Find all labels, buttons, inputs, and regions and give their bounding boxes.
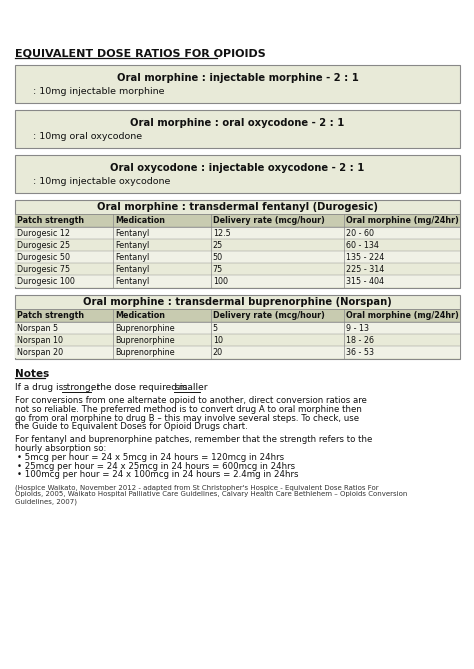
Bar [15,295,460,359]
Text: Buprenorphine: Buprenorphine [115,336,174,345]
Text: Norspan 10: Norspan 10 [17,336,63,345]
Text: Oral morphine (mg/24hr): Oral morphine (mg/24hr) [346,216,459,225]
Text: 50: 50 [213,253,223,262]
Text: Oral morphine : injectable morphine - 2 : 1: Oral morphine : injectable morphine - 2 … [117,73,358,83]
Text: Medication: Medication [115,311,165,320]
Text: Opioids, 2005, Waikato Hospital Palliative Care Guidelines, Calvary Health Care : Opioids, 2005, Waikato Hospital Palliati… [15,492,407,497]
Text: Fentanyl: Fentanyl [115,241,149,250]
Text: If a drug is: If a drug is [15,383,66,392]
Text: Buprenorphine: Buprenorphine [115,324,174,333]
Text: Oral morphine (mg/24hr): Oral morphine (mg/24hr) [346,311,459,320]
Bar [15,200,460,288]
Text: : 10mg injectable morphine: : 10mg injectable morphine [33,87,164,96]
Text: Norspan 20: Norspan 20 [17,348,63,357]
Text: 25: 25 [213,241,223,250]
Text: Oral oxycodone : injectable oxycodone - 2 : 1: Oral oxycodone : injectable oxycodone - … [110,163,365,173]
Bar [15,322,460,334]
Text: 100: 100 [213,277,228,286]
Text: Fentanyl: Fentanyl [115,253,149,262]
Bar [15,263,460,275]
Text: Durogesic 50: Durogesic 50 [17,253,70,262]
Text: 10: 10 [213,336,223,345]
Text: Patch strength: Patch strength [17,216,84,225]
Text: Fentanyl: Fentanyl [115,229,149,238]
Text: stronger: stronger [62,383,100,392]
Bar [15,214,460,227]
Text: 18 - 26: 18 - 26 [346,336,374,345]
Text: For fentanyl and buprenorphine patches, remember that the strength refers to the: For fentanyl and buprenorphine patches, … [15,436,373,444]
Text: 225 - 314: 225 - 314 [346,265,384,274]
Text: EQUIVALENT DOSE RATIOS FOR OPIOIDS: EQUIVALENT DOSE RATIOS FOR OPIOIDS [15,48,266,58]
Text: Guidelines, 2007): Guidelines, 2007) [15,498,77,505]
Text: 5: 5 [213,324,218,333]
Bar [15,275,460,287]
Text: : 10mg injectable oxycodone: : 10mg injectable oxycodone [33,177,170,186]
Text: the Guide to Equivalent Doses for Opioid Drugs chart.: the Guide to Equivalent Doses for Opioid… [15,422,248,432]
Text: 20 - 60: 20 - 60 [346,229,374,238]
Bar [15,239,460,251]
Text: Durogesic 25: Durogesic 25 [17,241,70,250]
Text: For conversions from one alternate opioid to another, direct conversion ratios a: For conversions from one alternate opioi… [15,396,367,405]
Text: Oral morphine : oral oxycodone - 2 : 1: Oral morphine : oral oxycodone - 2 : 1 [130,118,345,128]
Text: hourly absorption so:: hourly absorption so: [15,444,106,453]
Text: Durogesic 100: Durogesic 100 [17,277,75,286]
Text: 9 - 13: 9 - 13 [346,324,369,333]
Bar [15,65,460,103]
Bar [15,227,460,239]
Text: Buprenorphine: Buprenorphine [115,348,174,357]
Text: 36 - 53: 36 - 53 [346,348,374,357]
Text: Oral morphine : transdermal fentanyl (Durogesic): Oral morphine : transdermal fentanyl (Du… [97,202,378,212]
Bar [15,155,460,193]
Text: , the dose required is: , the dose required is [91,383,190,392]
Text: Delivery rate (mcg/hour): Delivery rate (mcg/hour) [213,311,325,320]
Bar [15,251,460,263]
Bar [15,346,460,358]
Text: 60 - 134: 60 - 134 [346,241,379,250]
Text: Patch strength: Patch strength [17,311,84,320]
Bar [15,309,460,322]
Text: not so reliable. The preferred method is to convert drug A to oral morphine then: not so reliable. The preferred method is… [15,405,362,414]
Text: • 100mcg per hour = 24 x 100mcg in 24 hours = 2.4mg in 24hrs: • 100mcg per hour = 24 x 100mcg in 24 ho… [17,470,299,480]
Text: go from oral morphine to drug B – this may involve several steps. To check, use: go from oral morphine to drug B – this m… [15,413,359,423]
Text: 20: 20 [213,348,223,357]
Text: Fentanyl: Fentanyl [115,265,149,274]
Text: Durogesic 75: Durogesic 75 [17,265,70,274]
Text: Notes: Notes [15,369,49,379]
Text: 135 - 224: 135 - 224 [346,253,384,262]
Text: • 5mcg per hour = 24 x 5mcg in 24 hours = 120mcg in 24hrs: • 5mcg per hour = 24 x 5mcg in 24 hours … [17,453,284,462]
Text: 12.5: 12.5 [213,229,230,238]
Text: Durogesic 12: Durogesic 12 [17,229,70,238]
Text: Fentanyl: Fentanyl [115,277,149,286]
Text: smaller: smaller [174,383,208,392]
Text: Oral morphine : transdermal buprenorphine (Norspan): Oral morphine : transdermal buprenorphin… [83,297,392,307]
Text: 75: 75 [213,265,223,274]
Text: Medication: Medication [115,216,165,225]
Text: : 10mg oral oxycodone: : 10mg oral oxycodone [33,132,142,141]
Text: 315 - 404: 315 - 404 [346,277,384,286]
Bar [15,110,460,148]
Text: (Hospice Waikato, November 2012 - adapted from St Christopher's Hospice - Equiva: (Hospice Waikato, November 2012 - adapte… [15,484,379,490]
Text: Norspan 5: Norspan 5 [17,324,58,333]
Text: • 25mcg per hour = 24 x 25mcg in 24 hours = 600mcg in 24hrs: • 25mcg per hour = 24 x 25mcg in 24 hour… [17,462,295,470]
Bar [15,334,460,346]
Text: Delivery rate (mcg/hour): Delivery rate (mcg/hour) [213,216,325,225]
